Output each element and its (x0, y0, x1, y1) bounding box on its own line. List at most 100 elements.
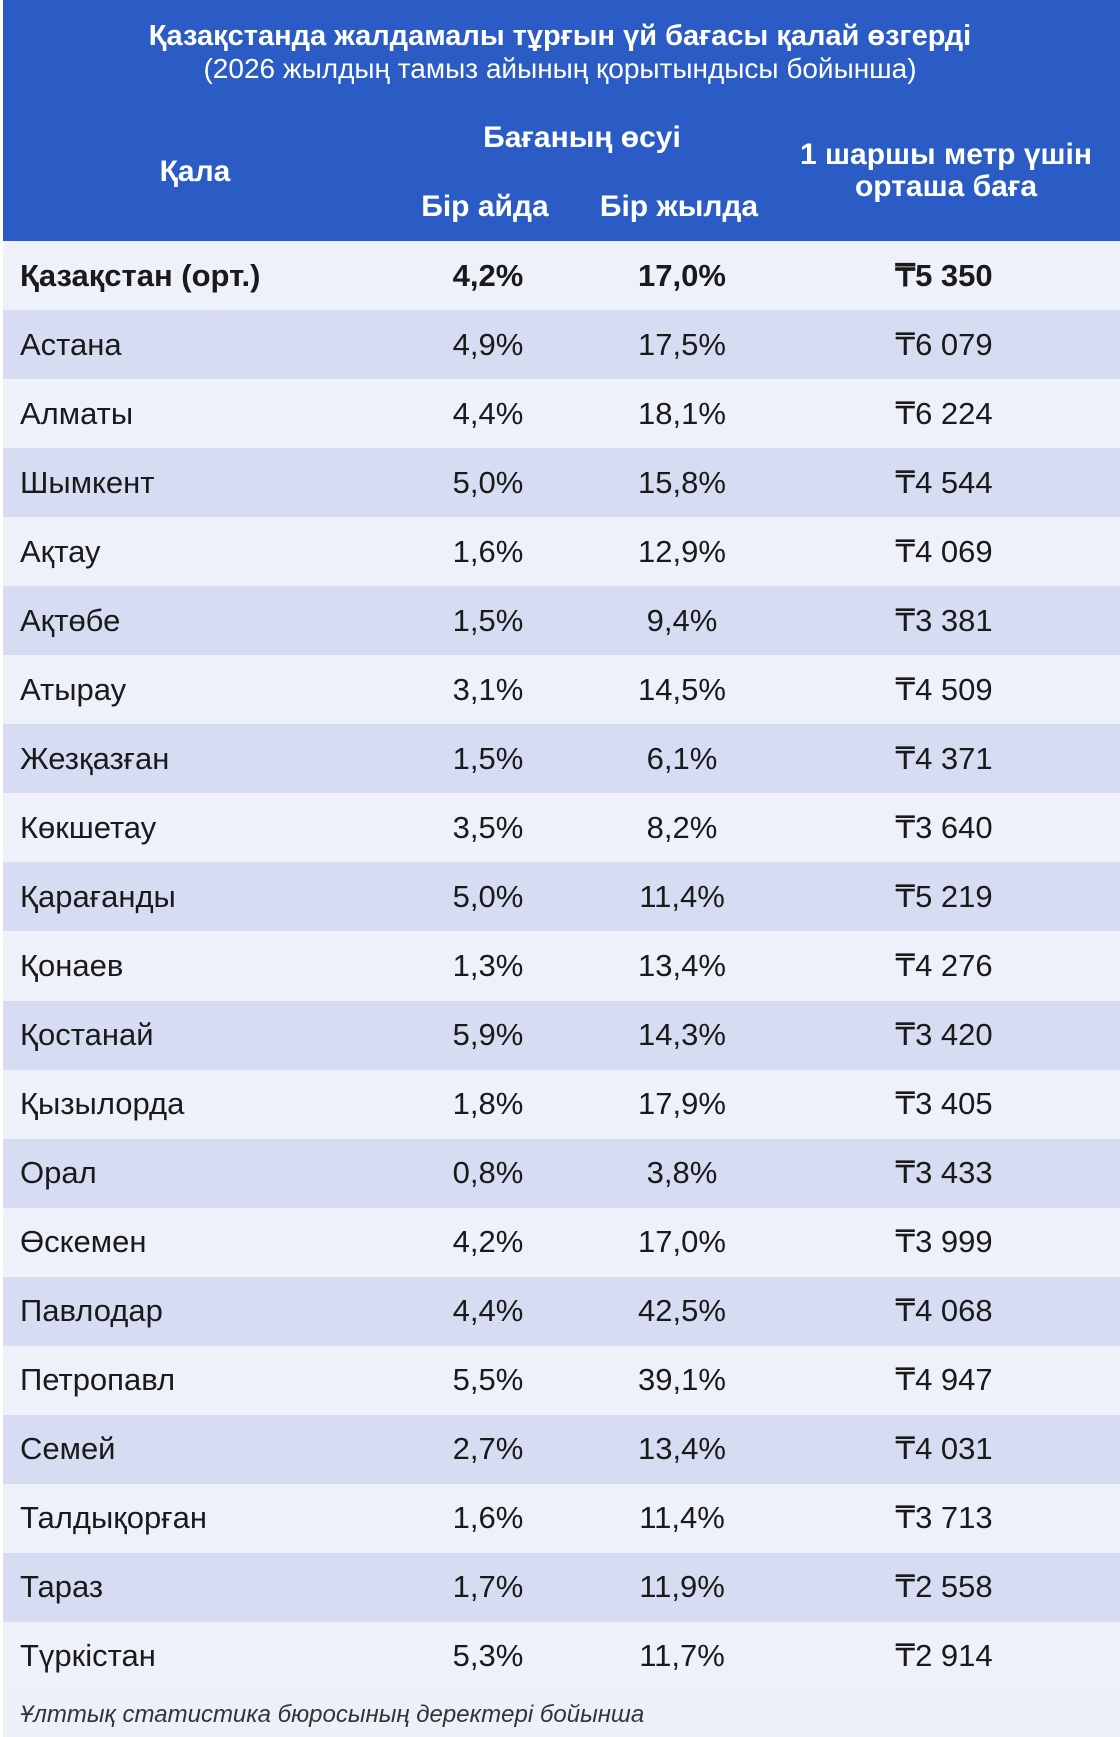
value-cell: 14,5% (638, 671, 726, 707)
city-cell: Атырау (20, 671, 127, 707)
value-cell: 1,5% (452, 740, 524, 776)
table-row: Павлодар 4,4% 42,5% ₸4 068 (3, 1276, 1120, 1346)
city-cell: Орал (20, 1155, 97, 1191)
column-header: 1 шаршы метр үшін (800, 138, 1092, 171)
value-cell: 14,3% (638, 1017, 726, 1053)
table-row: Жезқазған 1,5% 6,1% ₸4 371 (3, 724, 1120, 794)
table-row: Семей 2,7% 13,4% ₸4 031 (3, 1414, 1120, 1484)
value-cell: 1,3% (452, 947, 524, 983)
value-cell: ₸2 914 (895, 1638, 993, 1674)
table-row: Петропавл 5,5% 39,1% ₸4 947 (3, 1345, 1120, 1415)
value-cell: 11,4% (639, 878, 725, 914)
header-band (3, 0, 1120, 241)
city-cell: Жезқазған (20, 740, 170, 776)
city-cell: Ақтөбе (20, 602, 121, 638)
table-row: Ақтөбе 1,5% 9,4% ₸3 381 (3, 586, 1120, 656)
city-cell: Шымкент (20, 464, 155, 500)
table-row: Шымкент 5,0% 15,8% ₸4 544 (3, 448, 1120, 518)
value-cell: ₸4 276 (895, 947, 993, 983)
value-cell: ₸4 068 (895, 1293, 993, 1329)
value-cell: 17,0% (638, 1224, 726, 1260)
table-row: Атырау 3,1% 14,5% ₸4 509 (3, 655, 1120, 725)
table-row: Өскемен 4,2% 17,0% ₸3 999 (3, 1207, 1120, 1277)
city-cell: Семей (20, 1431, 116, 1467)
value-cell: 11,7% (639, 1638, 725, 1674)
table-row: Қонаев 1,3% 13,4% ₸4 276 (3, 931, 1120, 1001)
column-header: орташа баға (854, 170, 1038, 203)
table-row: Алматы 4,4% 18,1% ₸6 224 (3, 379, 1120, 449)
city-cell: Өскемен (20, 1224, 147, 1260)
column-header: Қала (159, 155, 231, 188)
value-cell: 5,0% (452, 878, 524, 914)
column-header: Бір жылда (599, 190, 759, 223)
value-cell: 8,2% (646, 809, 718, 845)
value-cell: 4,2% (452, 257, 524, 293)
table-row: Түркістан 5,3% 11,7% ₸2 914 (3, 1621, 1120, 1691)
footer-row: Ұлттық статистика бюросының деректері бо… (3, 1691, 1120, 1737)
value-cell: 3,1% (452, 671, 524, 707)
value-cell: 13,4% (638, 1431, 726, 1467)
table-row: Көкшетау 3,5% 8,2% ₸3 640 (3, 793, 1120, 863)
value-cell: ₸3 433 (895, 1155, 993, 1191)
value-cell: 0,8% (452, 1155, 524, 1191)
value-cell: 42,5% (638, 1293, 726, 1329)
value-cell: ₸6 079 (895, 326, 993, 362)
value-cell: 1,7% (452, 1569, 524, 1605)
value-cell: 5,5% (452, 1362, 524, 1398)
value-cell: ₸2 558 (895, 1569, 993, 1605)
city-cell: Павлодар (20, 1293, 163, 1329)
value-cell: 13,4% (638, 947, 726, 983)
city-cell: Қазақстан (орт.) (20, 257, 261, 293)
table-row: Орал 0,8% 3,8% ₸3 433 (3, 1138, 1120, 1208)
value-cell: ₸4 544 (895, 464, 993, 500)
value-cell: 4,4% (452, 1293, 524, 1329)
value-cell: ₸3 420 (895, 1017, 993, 1053)
table-row: Талдықорған 1,6% 11,4% ₸3 713 (3, 1483, 1120, 1553)
table-row: Қазақстан (орт.) 4,2% 17,0% ₸5 350 (3, 241, 1120, 311)
city-cell: Түркістан (20, 1638, 156, 1674)
city-cell: Астана (20, 326, 122, 362)
city-cell: Талдықорған (20, 1500, 207, 1536)
value-cell: 4,9% (452, 326, 524, 362)
table-row: Ақтау 1,6% 12,9% ₸4 069 (3, 517, 1120, 587)
value-cell: ₸5 219 (895, 878, 993, 914)
value-cell: ₸5 350 (895, 257, 993, 293)
column-header: Бағаның өсуі (483, 121, 681, 154)
value-cell: ₸6 224 (895, 395, 993, 431)
value-cell: 4,2% (452, 1224, 524, 1260)
value-cell: 18,1% (638, 395, 726, 431)
subtitle: (2026 жылдың тамыз айының қорытындысы бо… (203, 53, 917, 84)
value-cell: 1,5% (452, 602, 524, 638)
city-cell: Қызылорда (20, 1086, 185, 1122)
value-cell: 17,9% (638, 1086, 726, 1122)
value-cell: ₸4 947 (895, 1362, 993, 1398)
value-cell: ₸3 713 (895, 1500, 993, 1536)
value-cell: 11,4% (639, 1500, 725, 1536)
value-cell: ₸4 509 (895, 671, 993, 707)
column-header: Бір айда (421, 190, 549, 223)
value-cell: 1,6% (452, 533, 524, 569)
value-cell: 9,4% (646, 602, 718, 638)
city-cell: Қонаев (20, 947, 124, 983)
source-note: Ұлттық статистика бюросының деректері бо… (20, 1701, 645, 1728)
value-cell: 39,1% (638, 1362, 726, 1398)
city-cell: Алматы (20, 395, 134, 431)
value-cell: 6,1% (646, 740, 718, 776)
value-cell: 5,9% (452, 1017, 524, 1053)
city-cell: Тараз (20, 1569, 104, 1605)
value-cell: 17,0% (638, 257, 726, 293)
value-cell: 5,0% (452, 464, 524, 500)
title: Қазақстанда жалдамалы тұрғын үй бағасы қ… (148, 20, 972, 52)
value-cell: ₸4 031 (895, 1431, 993, 1467)
value-cell: 12,9% (638, 533, 726, 569)
value-cell: ₸4 069 (895, 533, 993, 569)
value-cell: 15,8% (638, 464, 726, 500)
value-cell: 5,3% (452, 1638, 524, 1674)
city-cell: Көкшетау (20, 809, 157, 845)
city-cell: Қостанай (20, 1017, 154, 1053)
city-cell: Ақтау (20, 533, 101, 569)
table-row: Қостанай 5,9% 14,3% ₸3 420 (3, 1000, 1120, 1070)
value-cell: 1,6% (452, 1500, 524, 1536)
value-cell: 3,8% (646, 1155, 718, 1191)
